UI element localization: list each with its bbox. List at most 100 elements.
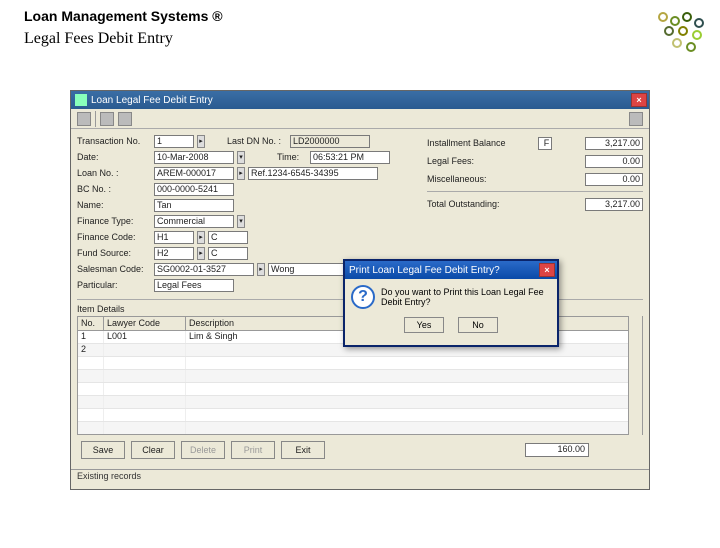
toolbar-delete-icon[interactable] [118,112,132,126]
table-row[interactable] [78,357,642,370]
name-label: Name: [77,200,151,210]
table-row[interactable] [78,383,642,396]
table-row[interactable] [78,370,642,383]
fundsrc-label: Fund Source: [77,248,151,258]
transaction-spinner[interactable]: ▸ [197,135,205,148]
cell-no [78,383,104,395]
fintype-dropdown-icon[interactable]: ▾ [237,215,245,228]
toolbar-save-icon[interactable] [77,112,91,126]
cell-desc [186,370,642,382]
page-subtitle: Legal Fees Debit Entry [24,30,720,48]
cell-no [78,396,104,408]
delete-button[interactable]: Delete [181,441,225,459]
total-field: 160.00 [525,443,589,457]
table-row[interactable] [78,409,642,422]
legal-label: Legal Fees: [427,156,474,166]
system-title: Loan Management Systems ® [24,8,720,24]
cell-lawyer [104,370,186,382]
cell-lawyer [104,396,186,408]
salesman-input-1[interactable]: SG0002-01-3527 [154,263,254,276]
status-bar: Existing records [71,469,649,485]
instbal-value: 3,217.00 [585,137,643,150]
cell-no [78,409,104,421]
cell-lawyer [104,344,186,356]
bc-label: BC No. : [77,184,151,194]
cell-desc [186,422,642,434]
dialog-title: Print Loan Legal Fee Debit Entry? [349,265,539,276]
date-input[interactable]: 10-Mar-2008 [154,151,234,164]
misc-label: Miscellaneous: [427,174,487,184]
lastdn-value: LD2000000 [290,135,370,148]
cell-desc [186,383,642,395]
summary-panel: Installment Balance F 3,217.00 Legal Fee… [427,135,643,214]
summary-divider [427,191,643,192]
question-icon: ? [351,285,375,309]
dialog-yes-button[interactable]: Yes [404,317,444,333]
col-lawyer: Lawyer Code [104,317,186,330]
loan-label: Loan No. : [77,168,151,178]
time-input[interactable]: 06:53:21 PM [310,151,390,164]
fincode-lookup-icon[interactable]: ▸ [197,231,205,244]
instbal-flag: F [538,137,552,150]
table-row[interactable] [78,422,642,435]
fincode-input-2[interactable]: C [208,231,248,244]
loan-ref: Ref.1234-6545-34395 [248,167,378,180]
window-titlebar: Loan Legal Fee Debit Entry × [71,91,649,109]
salesman-input-2[interactable]: Wong [268,263,348,276]
particular-label: Particular: [77,280,151,290]
cell-no: 2 [78,344,104,356]
salesman-label: Salesman Code: [77,264,151,274]
dialog-titlebar: Print Loan Legal Fee Debit Entry? × [345,261,557,279]
cell-lawyer [104,422,186,434]
app-icon [75,94,87,106]
grid-scrollbar[interactable] [628,316,642,435]
toolbar [71,109,649,129]
clear-button[interactable]: Clear [131,441,175,459]
print-dialog: Print Loan Legal Fee Debit Entry? × ? Do… [343,259,559,347]
fundsrc-input-1[interactable]: H2 [154,247,194,260]
cell-desc [186,409,642,421]
dialog-close-icon[interactable]: × [539,263,555,277]
instbal-label: Installment Balance [427,138,506,148]
exit-button[interactable]: Exit [281,441,325,459]
particular-input[interactable]: Legal Fees [154,279,234,292]
cell-lawyer [104,383,186,395]
loan-input[interactable]: AREM-000017 [154,167,234,180]
salesman-lookup-icon[interactable]: ▸ [257,263,265,276]
date-picker-icon[interactable]: ▾ [237,151,245,164]
close-icon[interactable]: × [631,93,647,107]
fintype-label: Finance Type: [77,216,151,226]
transaction-input[interactable]: 1 [154,135,194,148]
col-no: No. [78,317,104,330]
button-row: Save Clear Delete Print Exit 160.00 [77,435,643,465]
cell-no [78,370,104,382]
cell-lawyer: L001 [104,331,186,343]
totalout-label: Total Outstanding: [427,199,500,209]
transaction-label: Transaction No. [77,136,151,146]
date-label: Date: [77,152,151,162]
window-title: Loan Legal Fee Debit Entry [91,95,631,106]
fundsrc-lookup-icon[interactable]: ▸ [197,247,205,260]
table-row[interactable] [78,396,642,409]
dialog-message: Do you want to Print this Loan Legal Fee… [381,287,551,307]
legal-value: 0.00 [585,155,643,168]
loan-lookup-icon[interactable]: ▸ [237,167,245,180]
print-button[interactable]: Print [231,441,275,459]
dialog-no-button[interactable]: No [458,317,498,333]
save-button[interactable]: Save [81,441,125,459]
time-label: Time: [277,152,307,162]
fundsrc-input-2[interactable]: C [208,247,248,260]
cell-desc [186,396,642,408]
fincode-input-1[interactable]: H1 [154,231,194,244]
name-input[interactable]: Tan [154,199,234,212]
toolbar-help-icon[interactable] [629,112,643,126]
totalout-value: 3,217.00 [585,198,643,211]
cell-desc [186,357,642,369]
cell-lawyer [104,357,186,369]
toolbar-print-icon[interactable] [100,112,114,126]
fintype-input[interactable]: Commercial [154,215,234,228]
misc-value: 0.00 [585,173,643,186]
bc-input[interactable]: 000-0000-5241 [154,183,234,196]
cell-no: 1 [78,331,104,343]
lastdn-label: Last DN No. : [227,136,287,146]
